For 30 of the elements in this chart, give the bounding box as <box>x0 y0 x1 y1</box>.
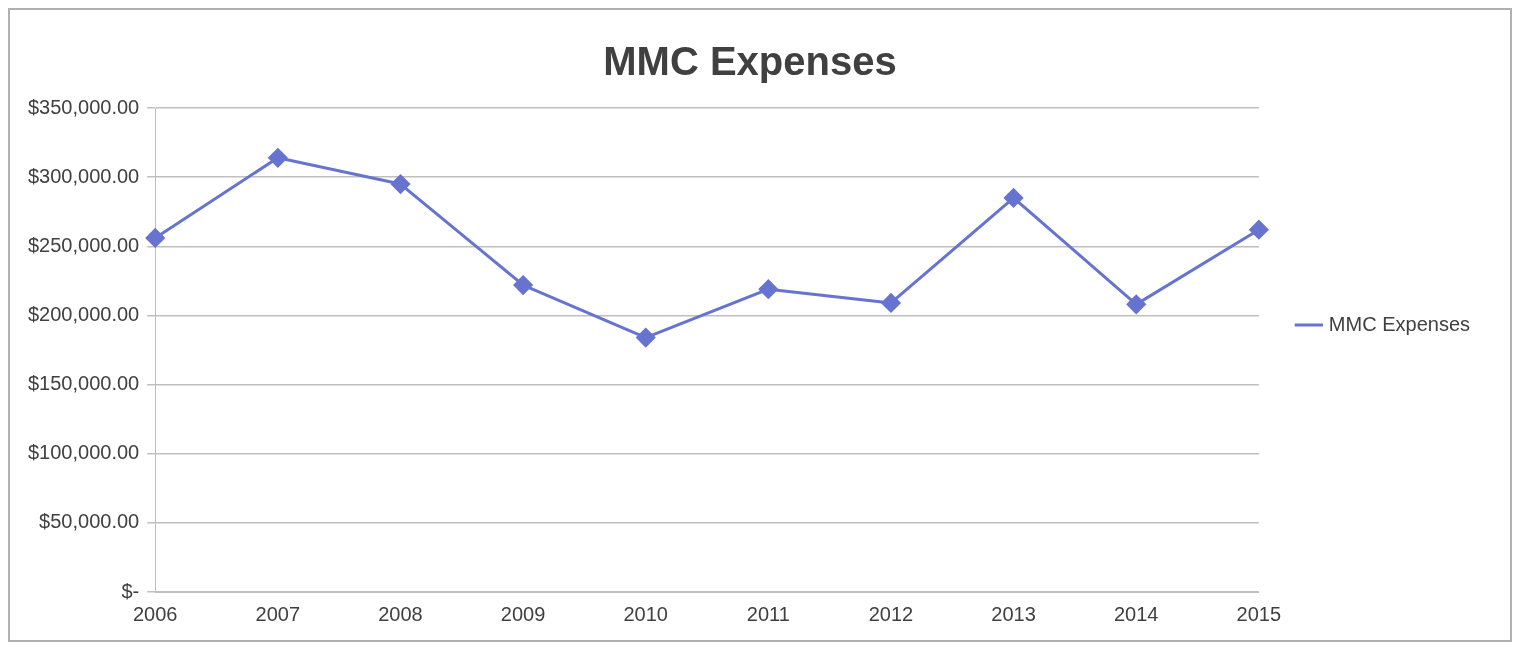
y-tick-label: $50,000.00 <box>39 510 140 533</box>
point <box>881 293 901 313</box>
x-tick-label: 2009 <box>500 602 546 625</box>
x-tick-label: 2010 <box>623 602 668 625</box>
point <box>513 275 533 295</box>
y-tick-label: $250,000.00 <box>27 233 140 256</box>
y-tick-label: $- <box>121 579 140 602</box>
x-tick-label: 2015 <box>1236 602 1282 625</box>
point <box>758 279 778 299</box>
x-tick-label: 2006 <box>132 602 178 625</box>
x-tick-label: 2007 <box>255 602 301 625</box>
point <box>636 328 656 348</box>
point <box>268 148 288 168</box>
point <box>1004 188 1024 208</box>
y-tick-label: $100,000.00 <box>27 441 140 464</box>
x-tick-label: 2014 <box>1113 602 1159 625</box>
x-tick-label: 2011 <box>746 602 790 625</box>
x-tick-label: 2008 <box>378 602 423 625</box>
legend-label: MMC Expenses <box>1328 312 1470 335</box>
y-tick-label: $350,000.00 <box>27 95 140 118</box>
point <box>145 228 165 248</box>
x-tick-label: 2013 <box>991 602 1036 625</box>
point <box>1126 294 1146 314</box>
chart-title: MMC Expenses <box>603 39 897 84</box>
y-tick-label: $150,000.00 <box>27 372 140 395</box>
point <box>390 174 410 194</box>
y-tick-label: $200,000.00 <box>27 302 140 325</box>
x-tick-label: 2012 <box>868 602 914 625</box>
y-tick-label: $300,000.00 <box>27 164 140 187</box>
point <box>1249 220 1269 240</box>
